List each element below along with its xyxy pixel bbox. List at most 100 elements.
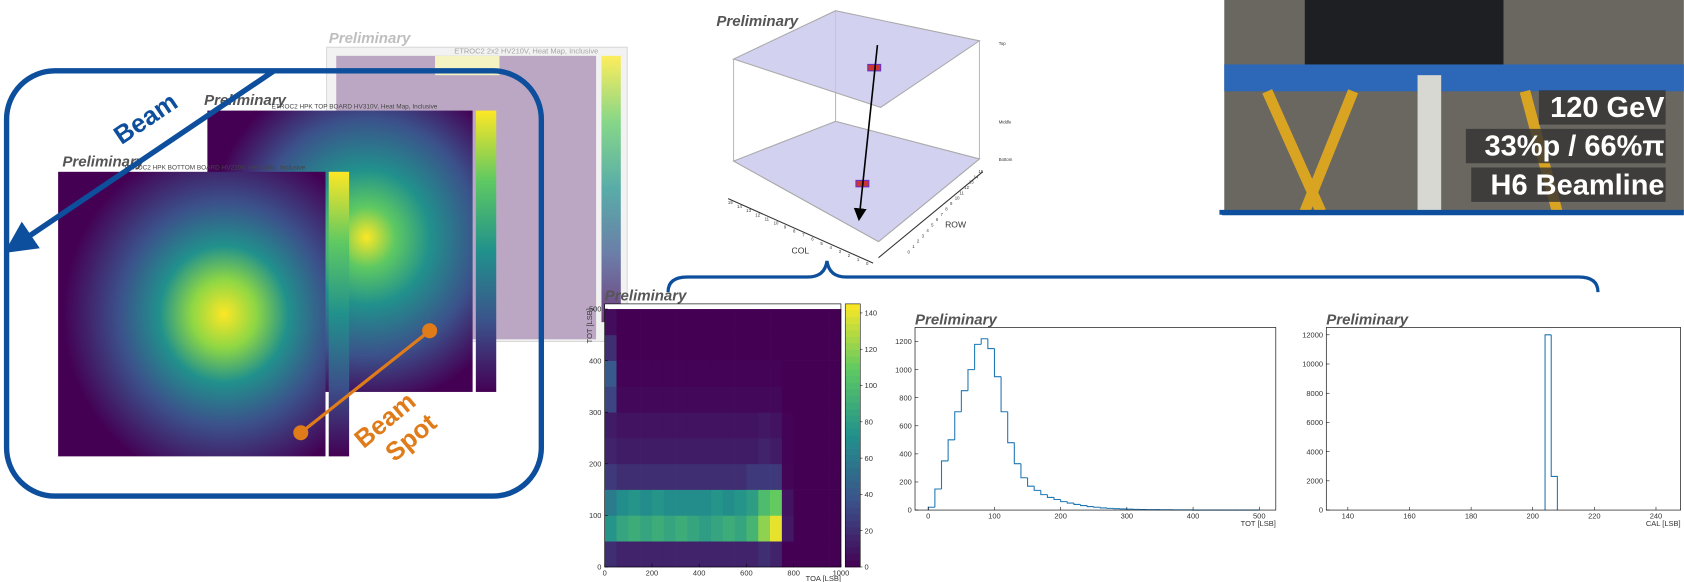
- heatmap-cell: [640, 412, 653, 439]
- x-tick-label: 240: [1650, 512, 1663, 521]
- y-axis-label: TOT [LSB]: [585, 308, 594, 343]
- heatmap-cell: [628, 541, 641, 568]
- x-tick-label: 600: [740, 569, 753, 578]
- heatmap-cell: [604, 412, 617, 439]
- heatmap-cell: [687, 309, 700, 336]
- colorbar-segment: [845, 442, 861, 449]
- colorbar-tick-label: 120: [865, 345, 878, 354]
- heatmap-cell: [675, 386, 688, 413]
- heatmap-cell: [781, 309, 795, 336]
- colorbar-segment: [845, 494, 861, 502]
- heatmap-cell: [817, 334, 830, 361]
- histogram-bin: [980, 338, 988, 345]
- colorbar-segment: [845, 501, 861, 509]
- heatmap-cell: [675, 541, 688, 568]
- colorbar: [601, 55, 621, 323]
- histogram-bin: [934, 488, 942, 508]
- heatmap-cell: [829, 360, 842, 387]
- colorbar-segment: [845, 310, 861, 318]
- y-tick-label: 4000: [1306, 447, 1323, 456]
- heatmap-cell: [604, 438, 617, 465]
- heatmap-cell: [628, 309, 641, 336]
- y-tick-label: 400: [589, 356, 602, 365]
- plot-frame: [1325, 327, 1681, 511]
- heatmap-cell: [687, 386, 700, 413]
- heatmap-cell: [640, 360, 653, 387]
- col-tick-label: 12: [755, 212, 760, 217]
- heatmap-cell: [722, 541, 735, 568]
- heatmap-cell: [604, 515, 617, 542]
- heatmap-cell: [758, 412, 771, 439]
- heatmap-cell: [651, 515, 665, 542]
- x-tick-label: 180: [1465, 512, 1478, 521]
- photo-box: [1304, 0, 1504, 76]
- heatmap-cell: [805, 463, 818, 490]
- heatmap-cell: [758, 515, 771, 542]
- colorbar-segment: [845, 520, 861, 528]
- row-tick-label: 2: [917, 239, 920, 244]
- y-tick-label: 600: [899, 421, 912, 430]
- heatmap-cell: [604, 309, 617, 336]
- colorbar: [475, 110, 497, 392]
- heatmap-cell: [746, 309, 759, 336]
- heatmap-cell: [604, 489, 617, 516]
- heatmap-cell: [793, 463, 806, 490]
- col-tick-label: 0: [866, 261, 869, 266]
- heatmap-cell: [628, 360, 641, 387]
- heatmap-cell: [829, 463, 842, 490]
- heatmap-cell: [805, 438, 818, 465]
- heatmap-cell: [687, 515, 700, 542]
- col-tick-label: 3: [839, 249, 842, 254]
- heatmap-cell: [675, 438, 688, 465]
- heatmap-title: ETROC2 2x2 HV210V, Heat Map, Inclusive: [454, 47, 598, 56]
- col-tick-label: 1: [857, 257, 860, 262]
- beam-spot-label: Beam Spot: [350, 387, 443, 467]
- histogram-bin: [940, 460, 949, 489]
- heatmap-cell: [651, 463, 665, 490]
- heatmap-cell: [722, 515, 735, 542]
- heatmap-cell: [675, 309, 688, 336]
- histogram-bin: [1020, 463, 1028, 479]
- x-axis-label: TOT [LSB]: [1241, 519, 1276, 528]
- heatmap-cell: [616, 463, 629, 490]
- plane-top: [732, 10, 981, 108]
- heatmap-cell: [781, 541, 795, 568]
- colorbar-segment: [845, 402, 861, 410]
- heatmap-cell: [616, 438, 629, 465]
- heatmap-cell: [663, 412, 676, 439]
- col-tick-label: 9: [784, 225, 787, 230]
- plane-label: Middle: [999, 119, 1012, 124]
- histogram-bin: [1086, 505, 1094, 508]
- heatmap-cell: [817, 541, 830, 568]
- heatmap-cell: [770, 309, 783, 336]
- label-bg: [1471, 167, 1666, 202]
- heatmap-cell: [805, 412, 818, 439]
- histogram-bin: [1000, 376, 1008, 413]
- colorbar-tick-label: 140: [865, 309, 878, 318]
- x-tick-label: 200: [646, 569, 659, 578]
- heatmap-cell: [805, 489, 818, 516]
- heatmap-cell: [628, 463, 641, 490]
- heatmap-cell: [793, 309, 806, 336]
- heatmap-cell: [734, 360, 747, 387]
- colorbar-frame: [844, 303, 861, 568]
- heatmap-cell: [770, 360, 783, 387]
- colorbar: [328, 171, 350, 457]
- heatmap-cell: [734, 386, 747, 413]
- heatmap-cell: [640, 386, 653, 413]
- heatmap-cell: [734, 438, 747, 465]
- heatmap-cell: [640, 541, 653, 568]
- colorbar-segment: [845, 428, 861, 436]
- histogram-bin: [974, 343, 982, 370]
- row-tick-label: 13: [969, 180, 974, 185]
- heatmap-cell: [722, 360, 735, 387]
- x-tick-label: 200: [1526, 512, 1539, 521]
- row-tick-label: 7: [941, 212, 944, 217]
- col-tick-label: 6: [811, 237, 814, 242]
- beam-spot-dot: [293, 425, 309, 441]
- colorbar-segment: [845, 553, 861, 561]
- heatmap-cell: [829, 541, 842, 568]
- row-tick-label: 1: [912, 244, 915, 249]
- histogram-bin: [1007, 411, 1015, 444]
- heatmap-cell: [770, 438, 783, 465]
